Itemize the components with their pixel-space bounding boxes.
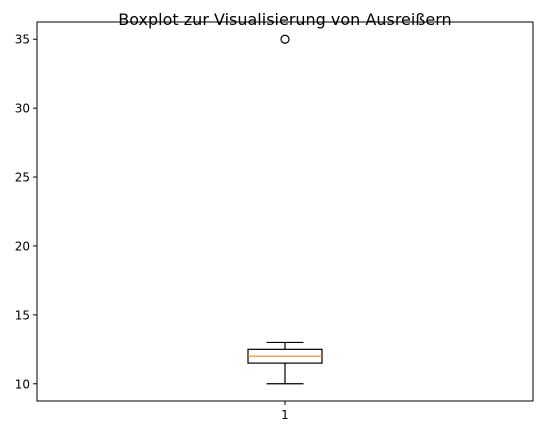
y-tick-label: 30 [15, 102, 30, 116]
y-tick-label: 25 [15, 171, 30, 185]
y-tick-label: 20 [15, 239, 30, 253]
x-tick-label: 1 [281, 408, 289, 422]
y-tick-label: 15 [15, 308, 30, 322]
outlier-point [280, 34, 290, 44]
box-group [247, 34, 323, 385]
x-axis: 1 [281, 401, 289, 422]
y-axis: 10 15 20 25 30 35 [15, 33, 37, 391]
y-tick-label: 10 [15, 377, 30, 391]
y-tick-label: 35 [15, 33, 30, 47]
chart-title: Boxplot zur Visualisierung von Ausreißer… [118, 10, 451, 29]
